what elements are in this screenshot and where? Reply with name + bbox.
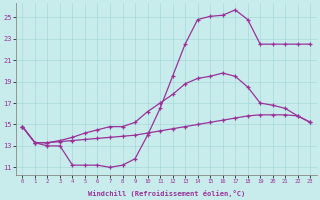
X-axis label: Windchill (Refroidissement éolien,°C): Windchill (Refroidissement éolien,°C)	[88, 190, 245, 197]
